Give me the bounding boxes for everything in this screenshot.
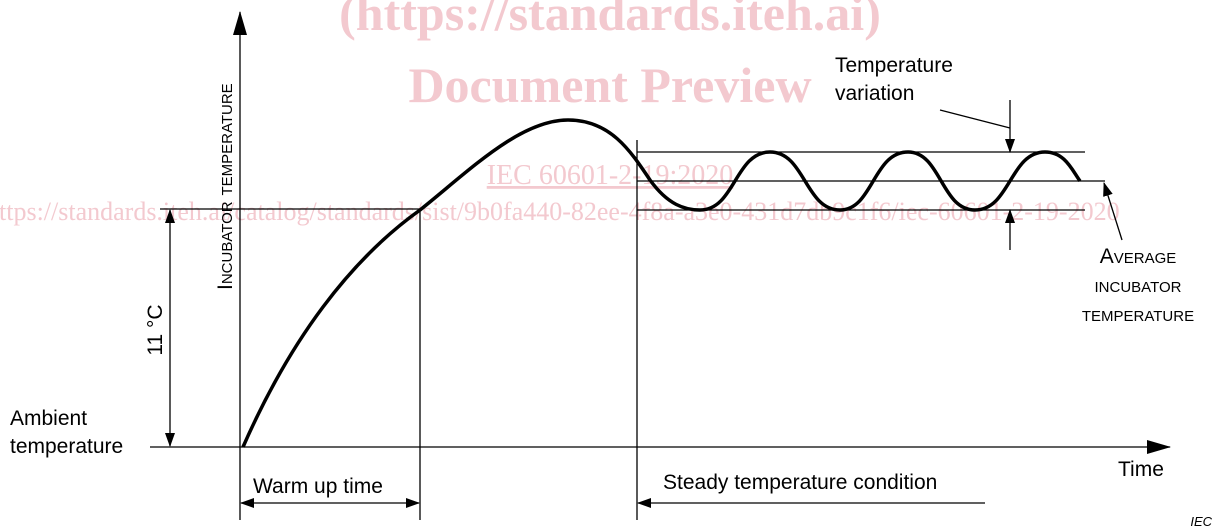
- watermark: https://standards.iteh.ai/catalog/standa…: [0, 197, 1120, 226]
- variation-label: Temperature: [835, 54, 953, 77]
- watermark: Document Preview: [408, 57, 811, 113]
- source-label: IEC: [1190, 514, 1212, 529]
- warm-up-label: Warm up time: [253, 475, 383, 498]
- delta-label: 11 °C: [144, 304, 167, 355]
- variation-label: variation: [835, 82, 914, 105]
- average-label: Average: [1100, 245, 1177, 268]
- ambient-label: temperature: [10, 435, 123, 458]
- leader-line: [939, 109, 1011, 129]
- ambient-label: Ambient: [10, 407, 87, 430]
- watermark: IEC 60601-2-19:2020: [487, 160, 734, 191]
- average-label: incubator: [1095, 274, 1182, 297]
- average-label: temperature: [1082, 303, 1194, 326]
- temperature-curve: [241, 118, 1082, 448]
- steady-label: Steady temperature condition: [663, 471, 937, 494]
- x-axis-label: Time: [1118, 458, 1164, 481]
- y-axis-label: Incubator temperature: [214, 83, 237, 290]
- average-leader: [1103, 182, 1123, 241]
- watermark: (https://standards.iteh.ai): [339, 0, 881, 41]
